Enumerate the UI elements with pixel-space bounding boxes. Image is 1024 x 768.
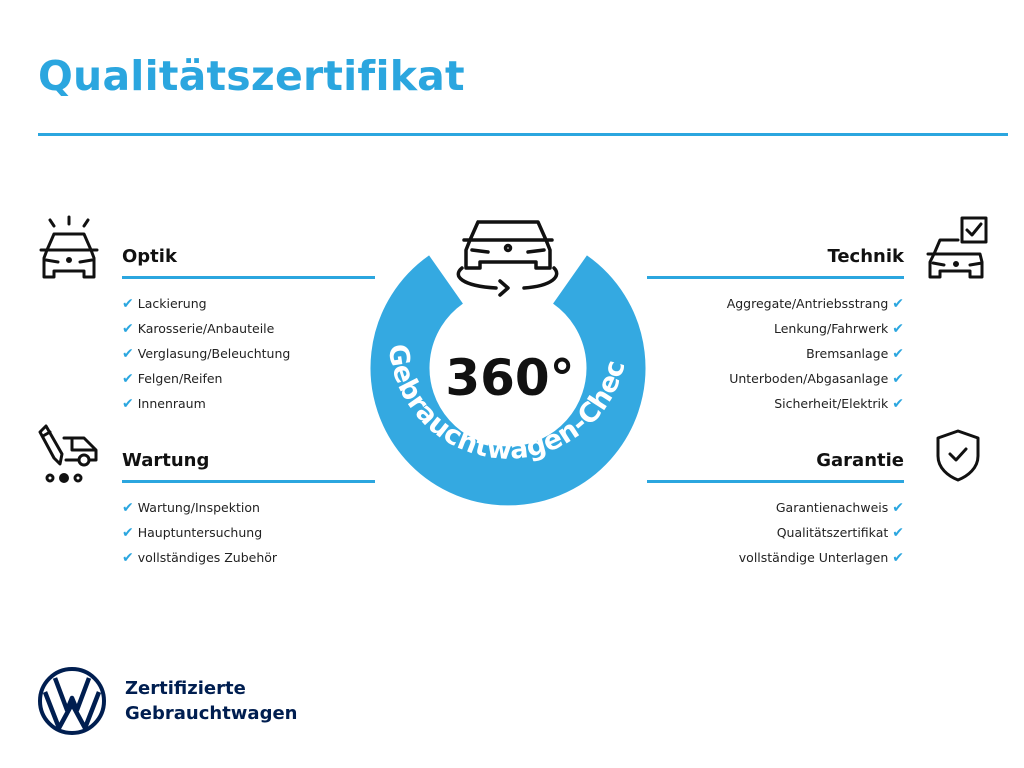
check-icon: ✔: [892, 396, 904, 412]
list-item: Bremsanlage ✔: [806, 346, 904, 362]
section-heading: Optik: [122, 246, 177, 267]
list-item: ✔ Innenraum: [122, 396, 206, 412]
list-item: Unterboden/Abgasanlage ✔: [729, 371, 904, 387]
list-item: ✔ Felgen/Reifen: [122, 371, 223, 387]
check-icon: ✔: [892, 500, 904, 516]
check-icon: ✔: [122, 346, 134, 362]
shield-check-icon: [936, 429, 980, 482]
check-icon: ✔: [122, 550, 134, 566]
section-heading: Wartung: [122, 450, 210, 471]
footer-line1: Zertifizierte: [125, 678, 246, 699]
list-item: ✔ Lackierung: [122, 296, 207, 312]
check-icon: ✔: [892, 371, 904, 387]
check-icon: ✔: [122, 525, 134, 541]
title-divider: [38, 133, 1008, 136]
section-divider: [122, 480, 375, 483]
badge-value: 360°: [445, 349, 574, 407]
list-item: ✔ Karosserie/Anbauteile: [122, 321, 275, 337]
list-item: Qualitätszertifikat ✔: [776, 525, 904, 541]
car-lights-icon: [39, 215, 99, 279]
list-item: ✔ vollständiges Zubehör: [122, 550, 278, 566]
list-item: vollständige Unterlagen ✔: [738, 550, 904, 566]
section-optik: Optik ✔ Lackierung ✔ Karosserie/Anbauteile…: [122, 245, 375, 416]
section-garantie: Garantie Garantienachweis ✔ Qualitätszert…: [647, 449, 904, 570]
vw-logo: [38, 667, 106, 735]
check-icon: ✔: [892, 321, 904, 337]
check-icon: ✔: [122, 371, 134, 387]
list-item: Aggregate/Antriebsstrang ✔: [726, 296, 904, 312]
check-icon: ✔: [892, 296, 904, 312]
section-technik: Technik Aggregate/Antriebsstrang ✔ Lenkun…: [647, 245, 904, 416]
section-divider: [647, 276, 904, 279]
list-item: Garantienachweis ✔: [775, 500, 904, 516]
badge-ring: [370, 255, 646, 506]
check-icon: ✔: [122, 296, 134, 312]
section-heading: Technik: [827, 246, 904, 267]
service-tool-car-icon: [38, 424, 98, 483]
section-divider: [647, 480, 904, 483]
section-wartung: Wartung ✔ Wartung/Inspektion ✔ Hauptunters…: [122, 449, 375, 570]
check-icon: ✔: [892, 550, 904, 566]
car-rotate-icon: [456, 220, 559, 297]
check-icon: ✔: [122, 500, 134, 516]
section-heading: Garantie: [816, 450, 904, 471]
list-item: ✔ Hauptuntersuchung: [122, 525, 263, 541]
footer-brand-text: Zertifizierte Gebrauchtwagen: [125, 676, 297, 726]
list-item: Lenkung/Fahrwerk ✔: [774, 321, 904, 337]
list-item: Sicherheit/Elektrik ✔: [774, 396, 904, 412]
section-divider: [122, 276, 375, 279]
list-item: ✔ Verglasung/Beleuchtung: [122, 346, 291, 362]
page-title: Qualitätszertifikat: [38, 52, 465, 100]
list-item: ✔ Wartung/Inspektion: [122, 500, 260, 516]
check-icon: ✔: [892, 525, 904, 541]
check-icon: ✔: [122, 321, 134, 337]
footer-line2: Gebrauchtwagen: [125, 703, 298, 724]
car-checkbox-icon: [926, 216, 988, 279]
check-icon: ✔: [122, 396, 134, 412]
check-icon: ✔: [892, 346, 904, 362]
